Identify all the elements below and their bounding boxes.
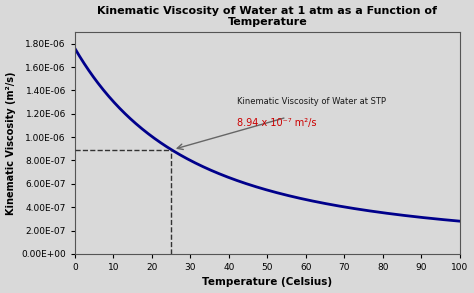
Y-axis label: Kinematic Viscosity (m²/s): Kinematic Viscosity (m²/s) — [6, 71, 16, 215]
X-axis label: Temperature (Celsius): Temperature (Celsius) — [202, 277, 332, 287]
Title: Kinematic Viscosity of Water at 1 atm as a Function of
Temperature: Kinematic Viscosity of Water at 1 atm as… — [97, 6, 438, 27]
Text: 8.94 x 10⁻⁷ m²/s: 8.94 x 10⁻⁷ m²/s — [237, 118, 316, 128]
Text: Kinematic Viscosity of Water at STP: Kinematic Viscosity of Water at STP — [237, 97, 385, 106]
